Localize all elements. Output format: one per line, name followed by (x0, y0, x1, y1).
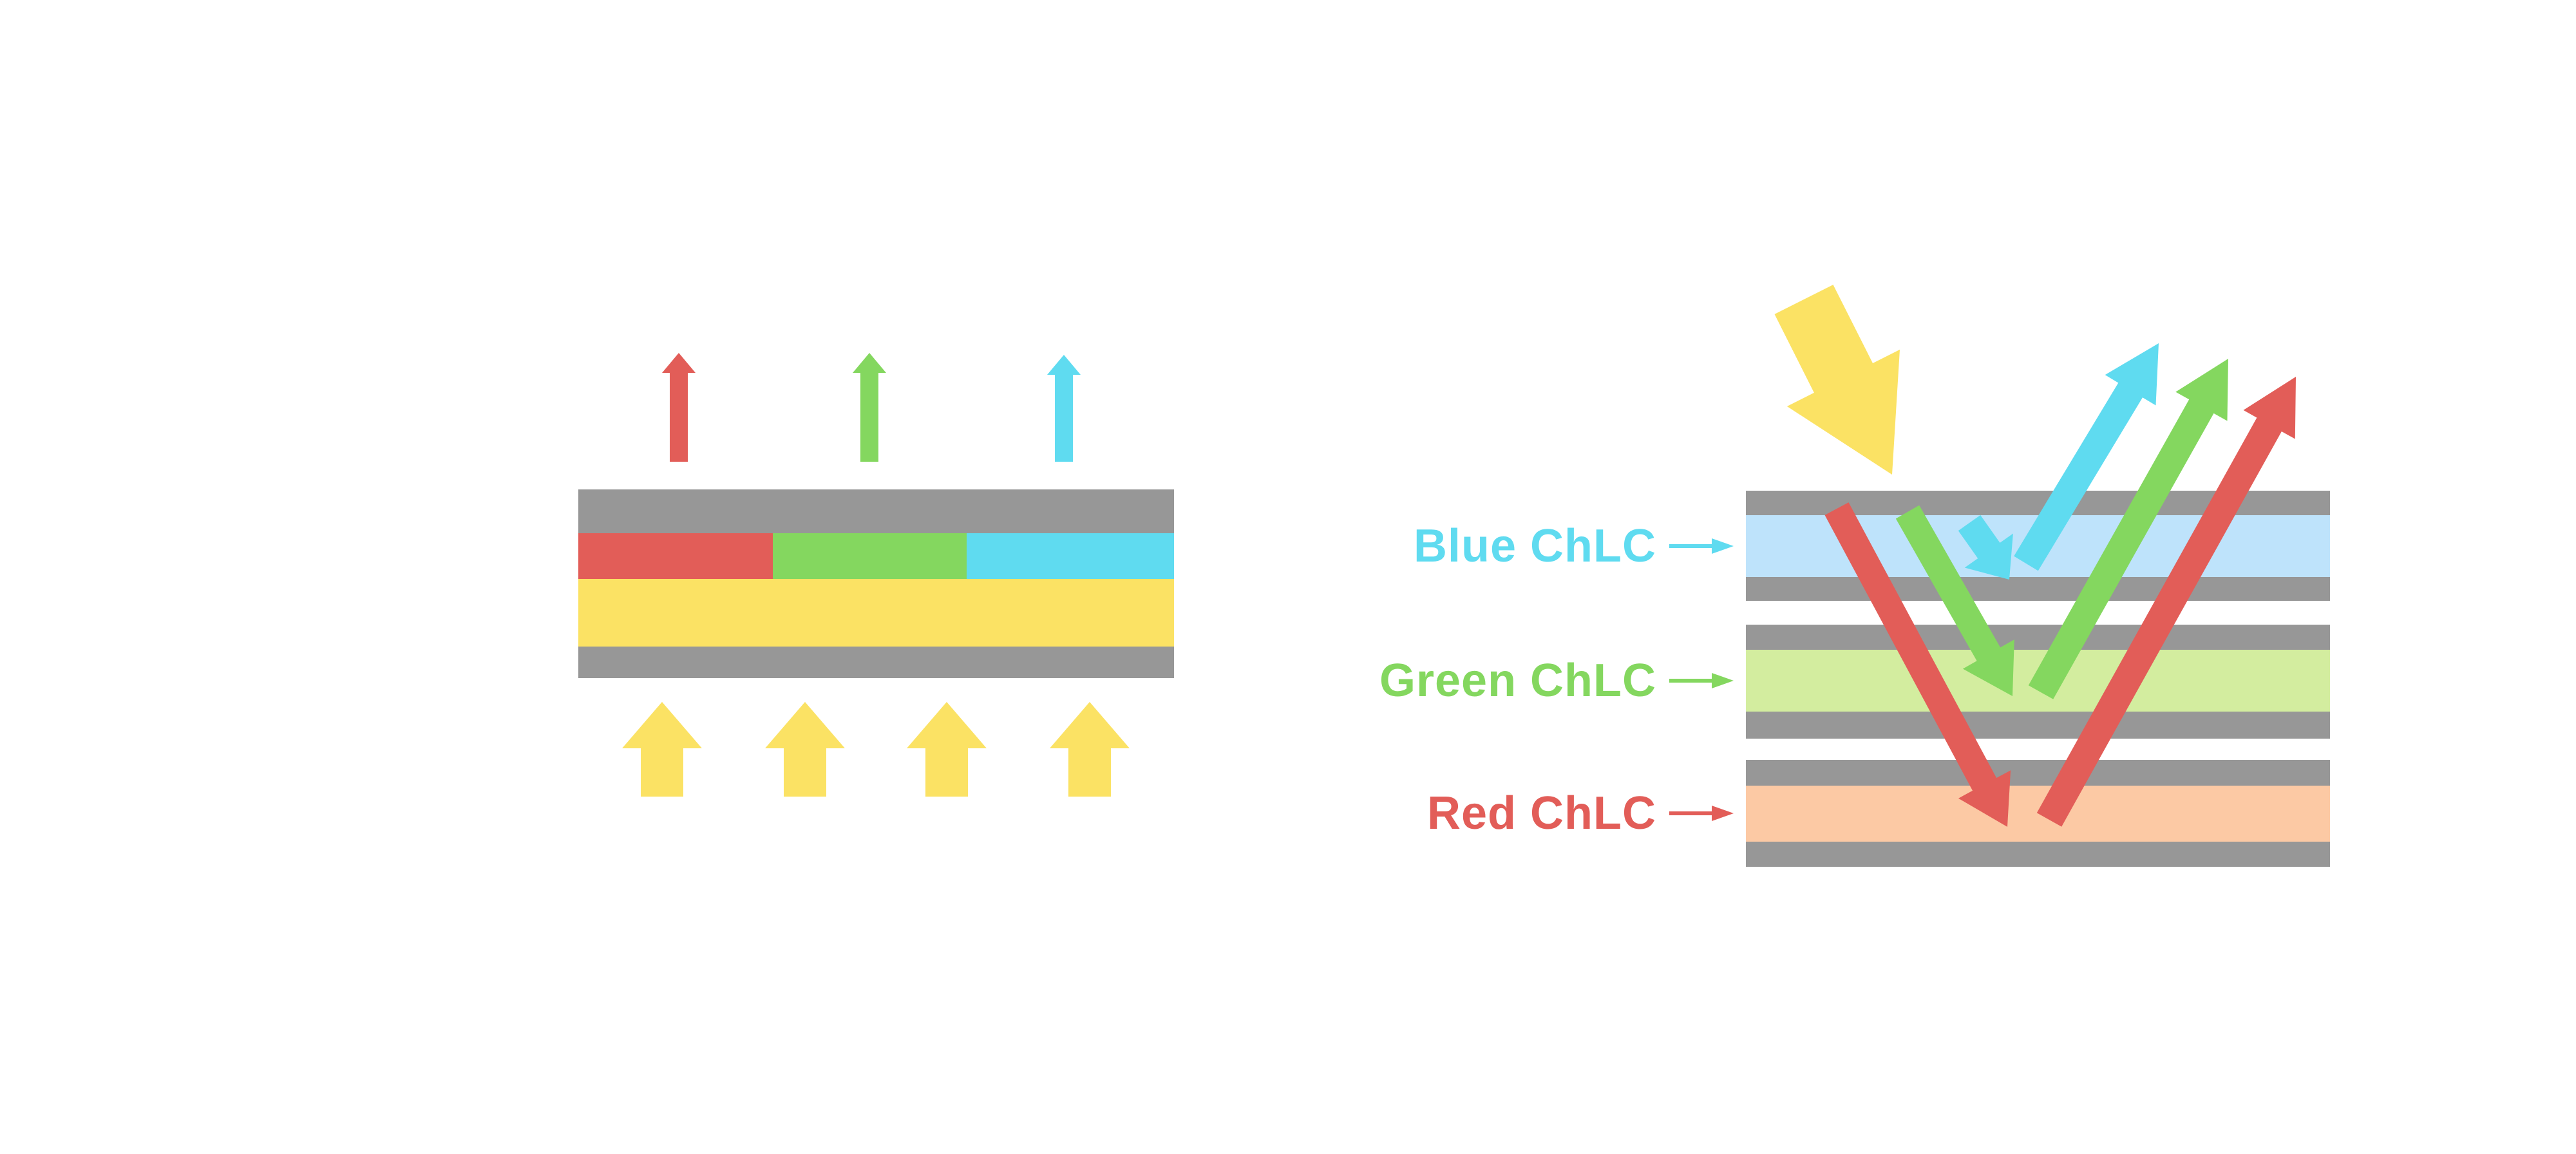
chlc-stack-diagram: Blue ChLC Green ChLC Red ChLC (1379, 285, 2330, 867)
green-reflected-arrow (2028, 359, 2228, 699)
emitted-green-light-arrow (853, 353, 886, 462)
incident-light-arrow (1774, 285, 1900, 475)
substrate-bottom (1746, 842, 2330, 867)
green-transmitted-arrow (1895, 505, 2014, 696)
blue-transmitted-arrow (1958, 515, 2013, 580)
red-chlc-label: Red ChLC (1427, 788, 1656, 839)
backlight-arrow-1 (622, 702, 702, 797)
blue-chlc-label: Blue ChLC (1414, 520, 1656, 572)
substrate-4 (1746, 712, 2330, 739)
red-chlc-pointer-arrow (1669, 806, 1734, 821)
backlight-layer (578, 579, 1174, 647)
backlight-arrow-3 (907, 702, 987, 797)
backlight-arrow-4 (1050, 702, 1130, 797)
red-subpixel (578, 533, 773, 579)
red-chlc-layer (1746, 786, 2330, 842)
green-subpixel (773, 533, 967, 579)
substrate-5 (1746, 760, 2330, 786)
green-chlc-label: Green ChLC (1379, 655, 1656, 706)
substrate-2 (1746, 577, 2330, 601)
blue-chlc-pointer-arrow (1669, 538, 1734, 554)
color-filter-display-diagram (578, 353, 1174, 797)
emitted-red-light-arrow (662, 353, 696, 462)
top-substrate (578, 489, 1174, 533)
green-chlc-pointer-arrow (1669, 673, 1734, 688)
blue-reflected-arrow (2014, 343, 2159, 571)
red-reflected-arrow (2036, 377, 2296, 827)
blue-subpixel (967, 533, 1174, 579)
backlight-arrow-2 (765, 702, 845, 797)
bottom-substrate (578, 647, 1174, 678)
substrate-3 (1746, 625, 2330, 650)
emitted-blue-light-arrow (1047, 355, 1081, 462)
red-transmitted-arrow (1824, 502, 2011, 827)
